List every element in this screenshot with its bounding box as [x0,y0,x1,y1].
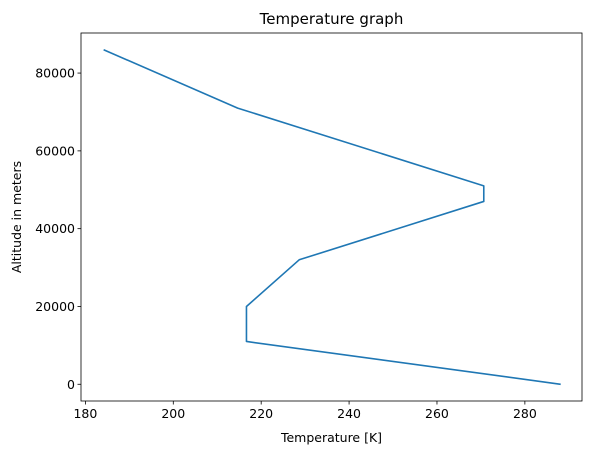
y-tick-label: 60000 [35,143,75,158]
y-tick-label: 0 [67,377,75,392]
y-tick-label: 40000 [35,221,75,236]
x-tick-label: 200 [161,406,185,421]
x-tick-label: 240 [337,406,361,421]
y-axis-ticks: 0 20000 40000 60000 80000 [35,66,81,392]
series-line [103,48,561,386]
y-axis-label: Altitude in meters [9,161,24,273]
x-axis-ticks: 180 200 220 240 260 280 [73,401,537,421]
plot-area [80,32,583,402]
chart-title: Temperature graph [259,10,404,28]
x-axis-label: Temperature [K] [280,430,382,445]
y-tick-label: 80000 [35,66,75,81]
x-tick-label: 180 [73,406,97,421]
x-tick-label: 220 [249,406,273,421]
x-tick-label: 280 [513,406,537,421]
x-tick-label: 260 [425,406,449,421]
plot-border [80,32,583,402]
y-tick-label: 20000 [35,299,75,314]
series-layer [103,48,561,386]
